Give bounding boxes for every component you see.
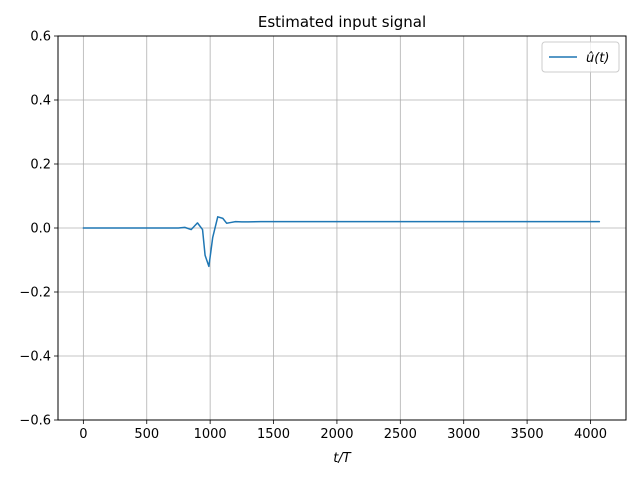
y-tick-label: −0.4 — [19, 350, 51, 365]
y-tick-label: −0.2 — [19, 286, 51, 301]
y-tick-label: 0.0 — [30, 222, 51, 237]
x-tick-label: 0 — [79, 427, 87, 442]
legend-label: û(t) — [586, 51, 609, 66]
x-tick-label: 2000 — [320, 427, 353, 442]
y-tick-label: 0.2 — [30, 158, 51, 173]
x-axis-label: t/T — [333, 451, 351, 466]
legend-frame — [541, 41, 620, 73]
chart-title: Estimated input signal — [258, 13, 426, 31]
y-tick-label: 0.4 — [30, 94, 51, 109]
y-tick-label: 0.6 — [30, 30, 51, 45]
x-tick-label: 500 — [134, 427, 159, 442]
x-tick-label: 1500 — [257, 427, 290, 442]
series-layer — [82, 216, 601, 268]
x-tick-label: 2500 — [384, 427, 417, 442]
x-tick-label: 3500 — [511, 427, 544, 442]
x-tick-label: 3000 — [447, 427, 480, 442]
y-tick-label: −0.6 — [19, 414, 51, 429]
plot-area-frame — [57, 35, 627, 421]
axis-ticks: 0 500 1000 1500 2000 2500 3000 3500 4000 −0.6 −0.4… — [19, 30, 607, 443]
x-tick-label: 4000 — [574, 427, 607, 442]
x-tick-label: 1000 — [194, 427, 227, 442]
grid — [58, 35, 626, 421]
series-line-u-hat — [82, 216, 601, 268]
legend: û(t) — [541, 41, 620, 73]
